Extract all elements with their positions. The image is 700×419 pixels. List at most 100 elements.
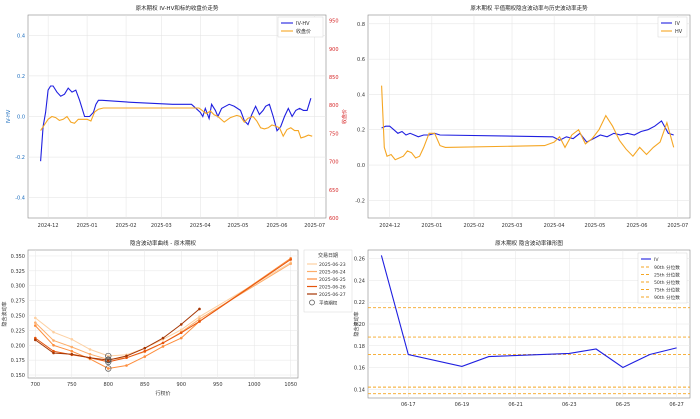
y2-axis-label: 收盘价 — [341, 109, 348, 124]
y-axis-label: IV-HV — [6, 109, 12, 123]
x-tick-label: 2025-05 — [228, 223, 249, 229]
series-point — [33, 316, 37, 320]
series-point — [289, 262, 293, 265]
x-tick-label: 06-25 — [616, 402, 631, 408]
series-point — [143, 355, 147, 358]
series-point — [52, 339, 55, 342]
legend-box — [637, 252, 688, 304]
x-tick-label: 2024-12 — [38, 223, 59, 229]
y-tick-label: -0.4 — [15, 196, 25, 202]
legend-label: 50th 分位数 — [654, 279, 680, 286]
y-tick-label: -0.2 — [355, 198, 365, 204]
x-tick-label: 700 — [31, 382, 41, 388]
series-point — [179, 336, 183, 340]
legend-label: IV-HV — [296, 21, 310, 27]
series-point — [143, 349, 147, 353]
series-point — [198, 307, 201, 311]
x-tick-label: 2025-02 — [116, 223, 137, 229]
chart-iv-smile: 700 750 800 850 900 950 1000 1050 0.150 0.175 0.20… — [1, 239, 353, 397]
x-tick-label: 06-21 — [508, 402, 523, 408]
x-tick-label: 850 — [140, 382, 150, 388]
legend-box — [657, 16, 688, 38]
y2-tick-label: 950 — [329, 19, 339, 25]
series-point — [198, 317, 201, 321]
series-point — [88, 348, 92, 351]
x-tick-label: 1050 — [284, 382, 297, 388]
y-tick-label: 0.0 — [17, 115, 25, 121]
series-point — [52, 330, 55, 334]
series-point — [33, 338, 37, 342]
x-tick-label: 2025-04 — [190, 223, 211, 229]
series-point — [70, 345, 74, 349]
y-tick-label: 0.6 — [357, 57, 365, 63]
atm-marker — [105, 365, 112, 372]
x-tick-label: 2025-03 — [502, 223, 523, 229]
series-point — [70, 338, 74, 341]
series-line — [34, 257, 291, 370]
legend-atm-swatch — [309, 299, 315, 306]
series-point — [161, 341, 165, 345]
x-tick-label: 2025-03 — [151, 223, 172, 229]
y-tick-label: 0.4 — [17, 33, 25, 39]
series-point — [125, 356, 128, 360]
y2-tick-label: 700 — [329, 160, 339, 166]
x-tick-label: 06-23 — [562, 402, 577, 408]
chart-title: 原木期权 IV-HV和标的收盘价走势 — [136, 4, 219, 12]
series-line — [35, 308, 200, 361]
y-tick-label: 0.18 — [354, 344, 365, 350]
x-tick-label: 2025-07 — [667, 223, 688, 229]
y2-tick-label: 850 — [329, 75, 339, 81]
x-tick-label: 2025-06 — [627, 223, 648, 229]
legend-label: 平值期权 — [319, 300, 338, 307]
series-point — [179, 328, 183, 332]
chart-iv-cone: 06-17 06-19 06-21 06-23 06-25 06-27 0.14 0.16 0.… — [353, 239, 691, 408]
series-line — [381, 120, 674, 143]
x-tick-label: 750 — [67, 382, 77, 388]
y-tick-label: 0.175 — [11, 358, 25, 364]
legend-label: 90th 分位数 — [654, 264, 680, 271]
chart-iv-hv-price: 2024-12 2025-01 2025-02 2025-03 2025-04 2025-… — [6, 4, 348, 229]
series-point — [70, 352, 74, 356]
atm-marker — [105, 358, 112, 366]
series-point — [198, 315, 201, 318]
plot-frame — [27, 249, 299, 379]
y-tick-label: 0.275 — [11, 299, 25, 305]
x-tick-label: 2024-12 — [379, 223, 400, 229]
legend-label: 收盘价 — [296, 28, 311, 35]
x-tick-label: 2025-02 — [464, 223, 485, 229]
series-point — [179, 323, 183, 326]
series-point — [289, 258, 293, 261]
legend-label: 2025-06-27 — [319, 292, 346, 298]
legend-label: 2025-06-26 — [319, 285, 346, 291]
x-tick-label: 2025-01 — [421, 223, 442, 229]
x-tick-label: 900 — [176, 382, 186, 388]
y-tick-label: -0.2 — [15, 155, 25, 161]
y-axis-label: 隐含波动率 — [1, 301, 8, 326]
series-point — [198, 320, 201, 323]
series-point — [33, 324, 37, 327]
y-tick-label: 0.24 — [354, 278, 365, 284]
y-tick-label: 0.300 — [11, 284, 25, 290]
y-tick-label: 0.26 — [354, 257, 365, 263]
series-point — [106, 367, 110, 370]
series-point — [33, 336, 37, 340]
y-tick-label: 0.225 — [11, 328, 25, 334]
atm-marker — [105, 356, 112, 364]
x-tick-label: 2025-05 — [584, 223, 605, 229]
legend-box — [303, 249, 353, 313]
y-tick-label: 0.22 — [354, 300, 365, 306]
y-tick-label: 0.250 — [11, 313, 25, 319]
chart-title: 原木期权 隐含波动率锥形图 — [495, 239, 563, 247]
series-point — [161, 345, 165, 348]
series-point — [88, 356, 92, 360]
legend-label: IV — [654, 257, 659, 263]
x-tick-label: 2025-01 — [77, 223, 98, 229]
x-tick-label: 06-17 — [401, 402, 416, 408]
series-point — [143, 346, 147, 350]
y2-tick-label: 650 — [329, 188, 339, 194]
series-line — [380, 255, 677, 369]
x-tick-label: 2025-06 — [267, 223, 288, 229]
